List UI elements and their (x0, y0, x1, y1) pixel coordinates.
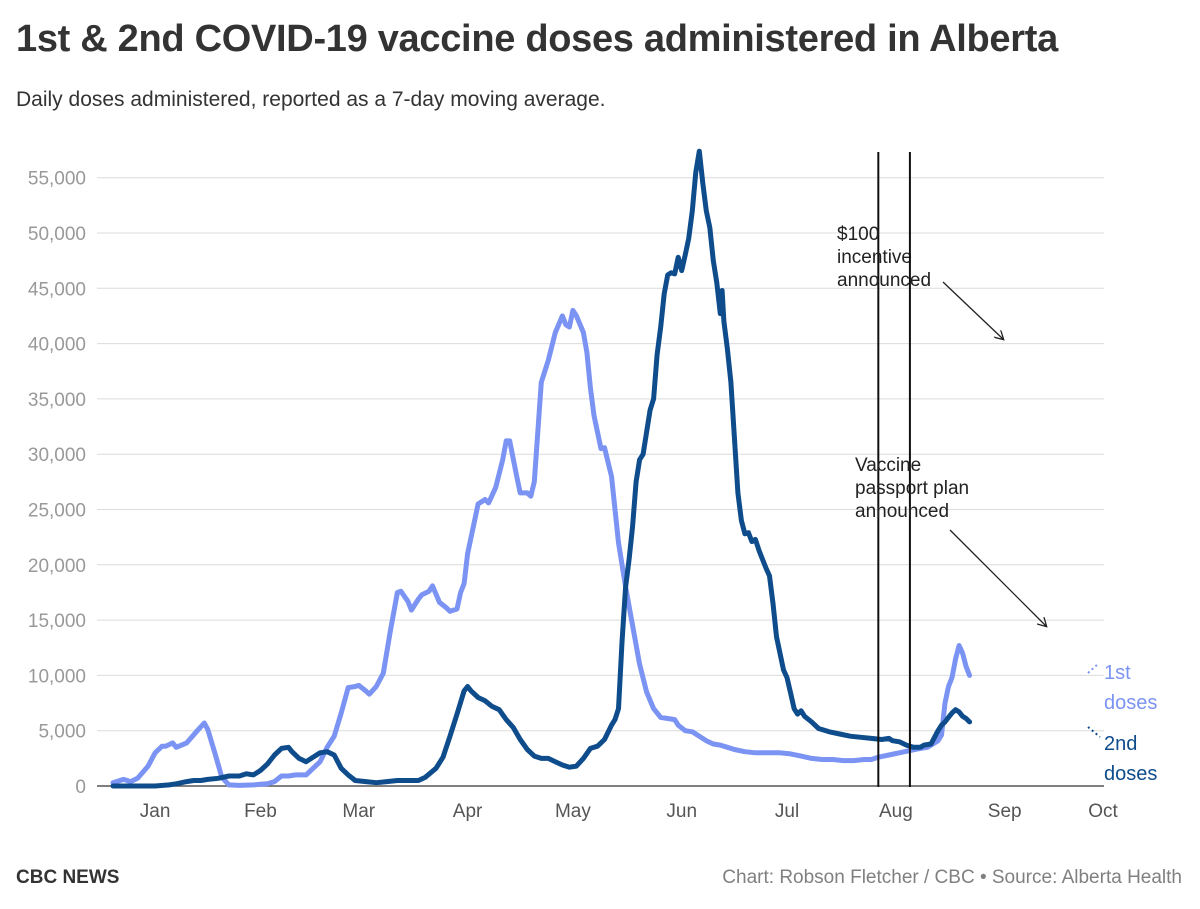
series-labels: 1st doses 2nd doses (1087, 662, 1157, 785)
y-tick-label: 55,000 (28, 169, 86, 190)
gridlines (97, 177, 1104, 787)
y-tick-label: 5,000 (38, 722, 86, 743)
annotation-label-line: announced (855, 501, 949, 522)
x-tick-label: Apr (453, 801, 483, 822)
x-tick-label: Jan (140, 801, 171, 822)
y-tick-label: 25,000 (28, 501, 86, 522)
annotation-label: Vaccine passport plan announced (855, 455, 969, 522)
y-tick-label: 30,000 (28, 445, 86, 466)
annotation-label-line: incentive (837, 247, 912, 268)
x-tick-label: Oct (1088, 801, 1118, 822)
x-tick-label: May (555, 801, 591, 822)
chart-title: 1st & 2nd COVID-19 vaccine doses adminis… (16, 18, 1058, 60)
chart-subtitle: Daily doses administered, reported as a … (16, 88, 606, 111)
series-label-connector (1087, 663, 1099, 674)
y-tick-label: 50,000 (28, 224, 86, 245)
x-tick-label: Mar (342, 801, 375, 822)
second-doses-line (110, 148, 973, 789)
x-tick-label: Feb (244, 801, 277, 822)
annotation-label-line: Vaccine (855, 455, 921, 476)
chart-area: 0 5,000 10,000 15,000 20,000 25,000 30,000 35,0… (0, 130, 1200, 830)
series-label-line: doses (1104, 763, 1157, 785)
annotation-arrow (942, 281, 1003, 339)
series-label-connector (1087, 726, 1101, 738)
y-axis-ticks: 0 5,000 10,000 15,000 20,000 25,000 30,000 35,0… (28, 169, 86, 798)
x-axis-ticks: Jan Feb Mar Apr May Jun Jul Aug Sep Oct (140, 801, 1119, 822)
annotation-label: $100 incentive announced (837, 224, 931, 291)
y-tick-label: 0 (75, 777, 86, 798)
series-lines (110, 148, 973, 789)
first-doses-label: 1st doses (1104, 662, 1157, 714)
brand-logo: CBC NEWS (16, 867, 120, 888)
y-tick-label: 15,000 (28, 611, 86, 632)
first-doses-line (110, 307, 973, 788)
series-label-line: doses (1104, 692, 1157, 714)
y-tick-label: 10,000 (28, 666, 86, 687)
x-tick-label: Aug (879, 801, 913, 822)
source-credit: Chart: Robson Fletcher / CBC • Source: A… (722, 867, 1182, 888)
annotation-label-line: announced (837, 270, 931, 291)
x-tick-label: Jun (666, 801, 697, 822)
y-tick-label: 35,000 (28, 390, 86, 411)
x-tick-label: Jul (775, 801, 799, 822)
annotation-label-line: $100 (837, 224, 879, 245)
annotation-label-line: passport plan (855, 478, 969, 499)
second-doses-label: 2nd doses (1104, 733, 1157, 785)
x-tick-label: Sep (988, 801, 1022, 822)
y-tick-label: 45,000 (28, 279, 86, 300)
annotation-arrow (949, 529, 1046, 626)
line-chart: 0 5,000 10,000 15,000 20,000 25,000 30,000 35,0… (28, 148, 1157, 822)
y-tick-label: 20,000 (28, 556, 86, 577)
y-tick-label: 40,000 (28, 335, 86, 356)
series-label-line: 2nd (1104, 733, 1137, 755)
series-label-line: 1st (1104, 662, 1131, 684)
